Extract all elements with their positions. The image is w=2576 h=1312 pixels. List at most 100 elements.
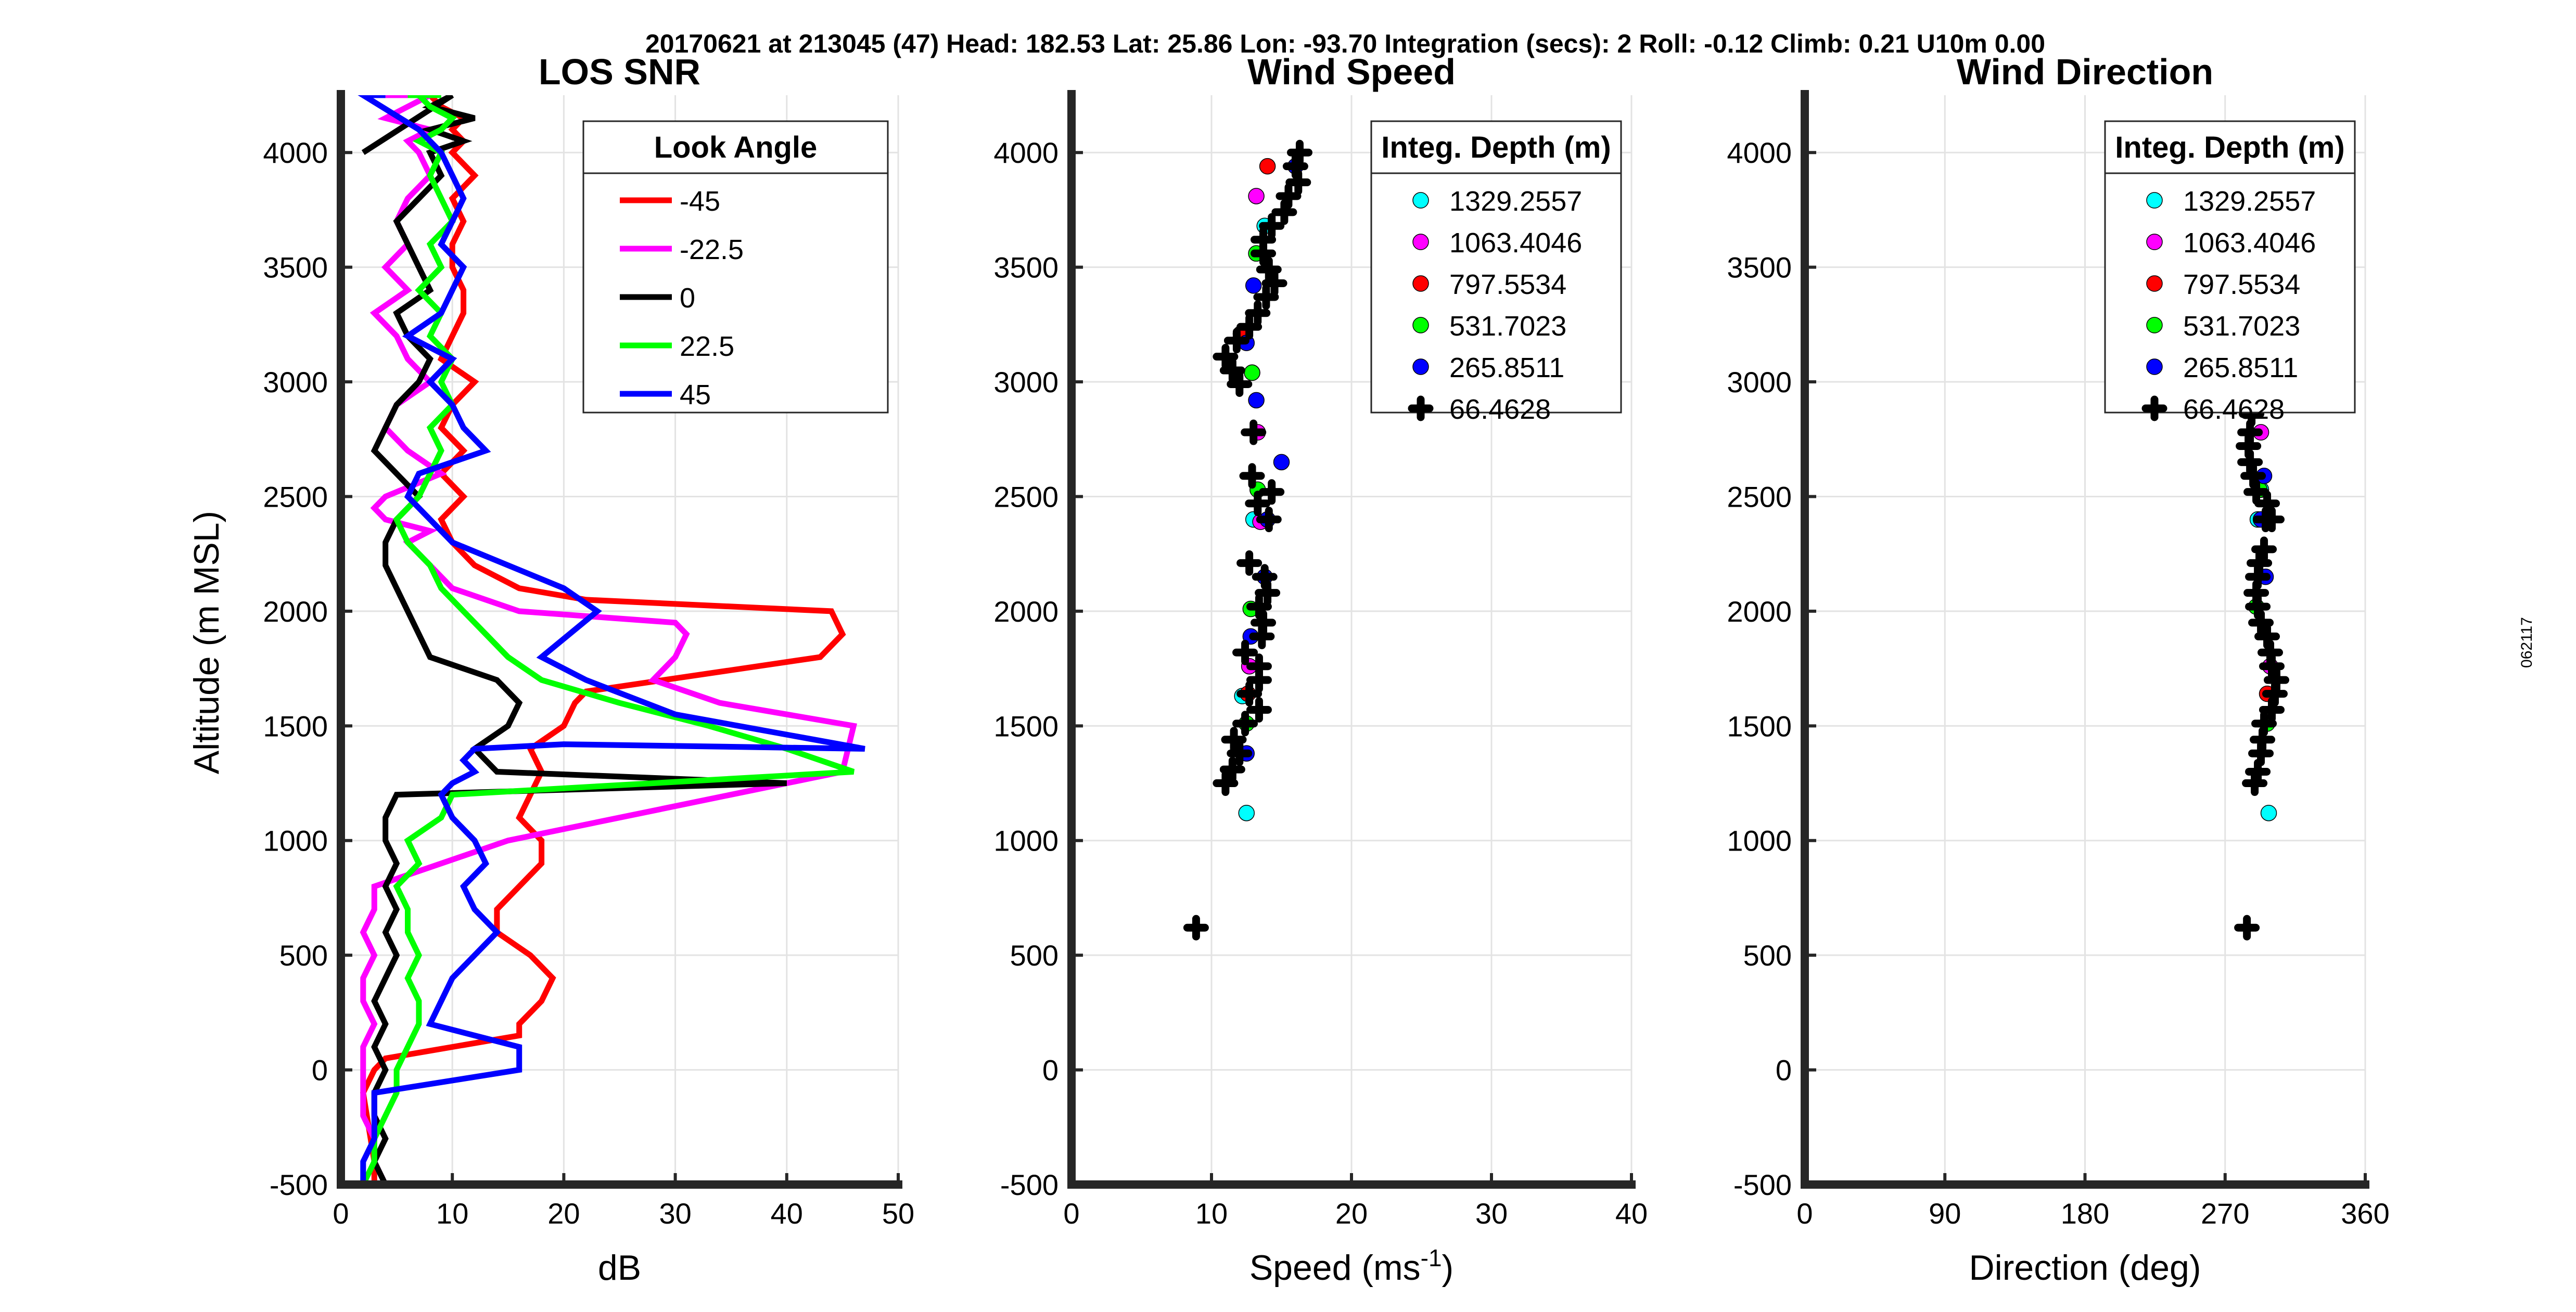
- speed-y-tick-label: -500: [1000, 1168, 1059, 1201]
- snr-xlabel: dB: [598, 1248, 641, 1288]
- direction-xlabel: Direction (deg): [1969, 1248, 2201, 1288]
- snr-legend: Look Angle -45 -22.5 0 22.5 45: [582, 120, 889, 414]
- speed-point-66.4628: [1219, 756, 1245, 782]
- snr-y-tick-label: 4000: [263, 136, 328, 169]
- snr-y-tick-label: 2000: [263, 595, 328, 628]
- direction-y-tick-label: 2000: [1727, 595, 1792, 628]
- speed-y-tick-label: 500: [1010, 939, 1059, 972]
- direction-y-tick-label: 3500: [1727, 251, 1792, 284]
- snr-y-tick-label: 2500: [263, 480, 328, 513]
- speed-point-66.4628: [1282, 153, 1308, 179]
- direction-legend-swatch-797.5534: [2146, 275, 2163, 292]
- snr-title: LOS SNR: [539, 52, 700, 92]
- speed-title: Wind Speed: [1247, 52, 1456, 92]
- speed-point-66.4628: [1253, 284, 1279, 310]
- direction-point-66.4628: [2259, 507, 2285, 533]
- speed-x-tick-label: 20: [1335, 1197, 1368, 1230]
- speed-point-66.4628: [1223, 328, 1249, 354]
- snr-x-tick-label: 30: [659, 1197, 691, 1230]
- panel-direction: 0 90 180 270 360-500050010001500200025003000…: [1727, 52, 2389, 1288]
- snr-x-tick-label: 0: [333, 1197, 349, 1230]
- direction-point-66.4628: [2245, 758, 2271, 784]
- speed-point-66.4628: [1227, 740, 1253, 766]
- speed-xlabel: Speed (ms-1): [1249, 1244, 1453, 1288]
- speed-xlabel-main: Speed (ms: [1249, 1248, 1421, 1288]
- speed-data: [1183, 139, 1312, 941]
- direction-x-tick-label: 360: [2341, 1197, 2389, 1230]
- speed-point-66.4628: [1256, 507, 1282, 533]
- speed-legend-label-1063.4046: 1063.4046: [1449, 227, 1582, 259]
- panel-speed: 0 10 20 30 40-500050010001500200025003000350…: [993, 52, 1648, 1288]
- snr-x-tick-label: 40: [771, 1197, 803, 1230]
- speed-point-66.4628: [1256, 256, 1282, 282]
- direction-data: [2234, 371, 2289, 941]
- direction-x-tick-label: 90: [1929, 1197, 1961, 1230]
- speed-point-66.4628: [1246, 697, 1272, 723]
- speed-legend-swatch-797.5534: [1412, 275, 1429, 292]
- direction-point-66.4628: [2247, 550, 2273, 576]
- speed-legend-swatch-531.7023: [1412, 317, 1429, 333]
- direction-x-tick-label: 0: [1796, 1197, 1813, 1230]
- speed-point-66.4628: [1236, 550, 1263, 576]
- speed-point-66.4628: [1259, 479, 1285, 505]
- direction-y-tick-label: 2500: [1727, 480, 1792, 513]
- snr-legend-label--22.5: -22.5: [680, 234, 744, 265]
- speed-x-tick-label: 30: [1475, 1197, 1508, 1230]
- panel-snr: 0 10 20 30 40 50-5000500100015002000250030003…: [187, 52, 914, 1288]
- speed-legend-swatch-1063.4046: [1412, 234, 1429, 250]
- speed-point-66.4628: [1241, 419, 1267, 445]
- speed-point-66.4628: [1245, 300, 1271, 326]
- direction-legend-label-531.7023: 531.7023: [2183, 311, 2300, 342]
- snr-line--45: [360, 95, 846, 1185]
- speed-y-tick-label: 0: [1042, 1054, 1059, 1087]
- snr-data: [358, 95, 865, 1185]
- speed-point-66.4628: [1251, 227, 1277, 253]
- direction-point-66.4628: [2263, 667, 2289, 693]
- snr-y-tick-label: 0: [312, 1054, 328, 1087]
- direction-point-66.4628: [2254, 623, 2280, 649]
- direction-legend-label-1063.4046: 1063.4046: [2183, 227, 2316, 259]
- direction-legend-label-66.4628: 66.4628: [2183, 394, 2285, 425]
- direction-point-66.4628: [2254, 491, 2280, 517]
- side-label: 062117: [2518, 617, 2535, 668]
- speed-point-66.4628: [1252, 564, 1278, 590]
- suptitle: 20170621 at 213045 (47) Head: 182.53 Lat…: [645, 29, 2045, 58]
- direction-point-66.4628: [2234, 915, 2260, 941]
- snr-y-tick-label: 1500: [263, 710, 328, 742]
- speed-point-265.8511: [1248, 392, 1265, 409]
- speed-legend-swatch-1329.2557: [1412, 192, 1429, 209]
- speed-point-66.4628: [1286, 139, 1312, 165]
- direction-legend: Integ. Depth (m) 1329.2557 1063.4046 797.55…: [2104, 120, 2356, 425]
- direction-y-tick-label: 3000: [1727, 366, 1792, 398]
- direction-y-tick-label: 1500: [1727, 710, 1792, 742]
- speed-point-1329.2557: [1238, 805, 1255, 821]
- snr-y-tick-label: 1000: [263, 825, 328, 857]
- speed-point-66.4628: [1246, 653, 1272, 679]
- speed-point-66.4628: [1239, 463, 1265, 489]
- snr-legend-label-0: 0: [680, 282, 695, 314]
- speed-legend-title: Integ. Depth (m): [1381, 131, 1611, 164]
- speed-legend-swatch-66.4628: [1408, 395, 1434, 421]
- direction-y-tick-label: -500: [1733, 1168, 1792, 1201]
- speed-y-tick-label: 3500: [993, 251, 1059, 284]
- speed-point-265.8511: [1245, 277, 1262, 294]
- direction-x-tick-label: 270: [2201, 1197, 2249, 1230]
- speed-point-66.4628: [1261, 270, 1287, 296]
- direction-legend-swatch-1063.4046: [2146, 234, 2163, 250]
- snr-y-tick-label: 3500: [263, 251, 328, 284]
- speed-legend-label-797.5534: 797.5534: [1449, 269, 1566, 300]
- speed-x-tick-label: 40: [1615, 1197, 1648, 1230]
- direction-point-66.4628: [2251, 536, 2277, 562]
- speed-y-tick-label: 2500: [993, 480, 1059, 513]
- direction-point-1329.2557: [2260, 805, 2277, 821]
- speed-point-66.4628: [1227, 371, 1253, 397]
- direction-legend-label-797.5534: 797.5534: [2183, 269, 2300, 300]
- direction-legend-swatch-531.7023: [2146, 317, 2163, 333]
- speed-x-tick-label: 10: [1195, 1197, 1228, 1230]
- speed-y-tick-label: 4000: [993, 136, 1059, 169]
- speed-point-531.7023: [1244, 364, 1260, 381]
- snr-y-tick-label: -500: [270, 1168, 328, 1201]
- direction-title: Wind Direction: [1957, 52, 2213, 92]
- speed-point-66.4628: [1213, 770, 1239, 796]
- speed-point-66.4628: [1251, 610, 1277, 636]
